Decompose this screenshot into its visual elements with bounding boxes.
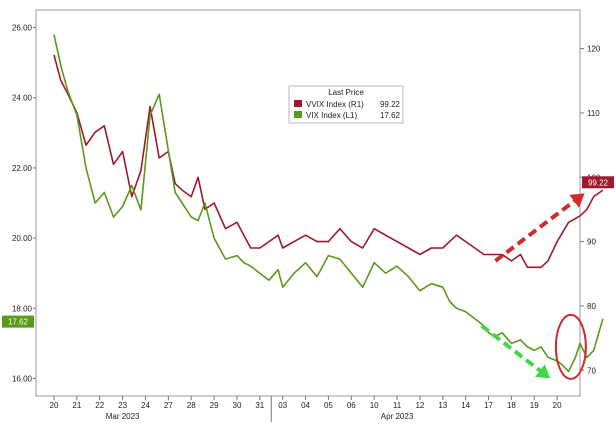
- chart-axes: [35, 9, 581, 397]
- plot-frame: [35, 9, 581, 397]
- x-tick-label: 22: [95, 401, 104, 410]
- legend-swatch-vix: [294, 111, 302, 118]
- x-tick-label: 17: [484, 401, 493, 410]
- x-tick-label: 31: [255, 401, 264, 410]
- x-tick-label: 24: [141, 401, 150, 410]
- legend-box: [288, 85, 404, 124]
- x-tick-label: 29: [210, 401, 219, 410]
- right-tick-label: 80: [587, 302, 596, 311]
- left-tick-label: 24.00: [12, 94, 33, 103]
- x-tick-label: 12: [415, 401, 424, 410]
- legend-value-vix: 17.62: [380, 111, 401, 120]
- x-tick-label: 19: [530, 401, 539, 410]
- vix-last-tag: [2, 315, 34, 328]
- x-axis-ticks: 20 21 22 23 24 27 28 29 30 31 03 04 05 06 10 11 12 13 14 17…: [50, 396, 562, 422]
- left-tick-label: 18.00: [12, 304, 33, 313]
- annotations-layer: [480, 193, 587, 380]
- down-arrow-head: [535, 364, 551, 379]
- last-value-labels: 99.22 17.62: [2, 176, 614, 328]
- x-tick-label: 14: [461, 401, 470, 410]
- legend-label-vix: VIX Index (L1): [306, 111, 357, 120]
- vix-last-value: 17.62: [8, 318, 29, 327]
- x-tick-label: 06: [347, 401, 356, 410]
- x-tick-label: 27: [164, 401, 173, 410]
- left-tick-label: 22.00: [12, 164, 33, 173]
- x-tick-label: 13: [438, 401, 447, 410]
- x-month-label: Apr 2023: [381, 412, 414, 421]
- left-tick-label: 20.00: [12, 234, 33, 243]
- x-tick-label: 30: [233, 401, 242, 410]
- legend-value-vvix: 99.22: [380, 100, 401, 109]
- right-tick-label: 90: [587, 238, 596, 247]
- right-tick-label: 70: [587, 366, 596, 375]
- x-tick-label: 11: [393, 401, 402, 410]
- left-tick-label: 16.00: [12, 374, 33, 383]
- right-tick-label: 110: [587, 109, 600, 118]
- highlight-circle: [554, 313, 587, 380]
- x-tick-label: 04: [301, 401, 310, 410]
- vvix-last-value: 99.22: [588, 178, 609, 187]
- x-tick-label: 10: [370, 401, 379, 410]
- vvix-line: [53, 54, 604, 269]
- legend: Last Price VVIX Index (R1) 99.22 VIX Ind…: [288, 85, 404, 124]
- x-tick-label: 28: [187, 401, 196, 410]
- left-tick-label: 26.00: [12, 24, 33, 33]
- legend-swatch-vvix: [294, 100, 302, 107]
- vix-line: [53, 34, 604, 373]
- x-tick-label: 03: [278, 401, 287, 410]
- x-month-label: Mar 2023: [106, 412, 140, 421]
- down-arrow-line: [480, 324, 542, 373]
- x-tick-label: 20: [50, 401, 59, 410]
- up-arrow-line: [494, 199, 576, 263]
- x-tick-label: 20: [553, 401, 562, 410]
- x-tick-label: 05: [324, 401, 333, 410]
- left-axis-ticks: 16.00 18.00 20.00 22.00 24.00 26.00: [12, 24, 36, 383]
- vvix-last-tag: [582, 176, 614, 189]
- up-arrow-head: [569, 193, 585, 208]
- x-tick-label: 21: [72, 401, 81, 410]
- x-tick-label: 18: [507, 401, 516, 410]
- x-tick-label: 23: [118, 401, 127, 410]
- legend-title: Last Price: [328, 88, 364, 97]
- series-layer: [53, 34, 604, 373]
- legend-label-vvix: VVIX Index (R1): [306, 100, 364, 109]
- right-tick-label: 120: [587, 45, 601, 54]
